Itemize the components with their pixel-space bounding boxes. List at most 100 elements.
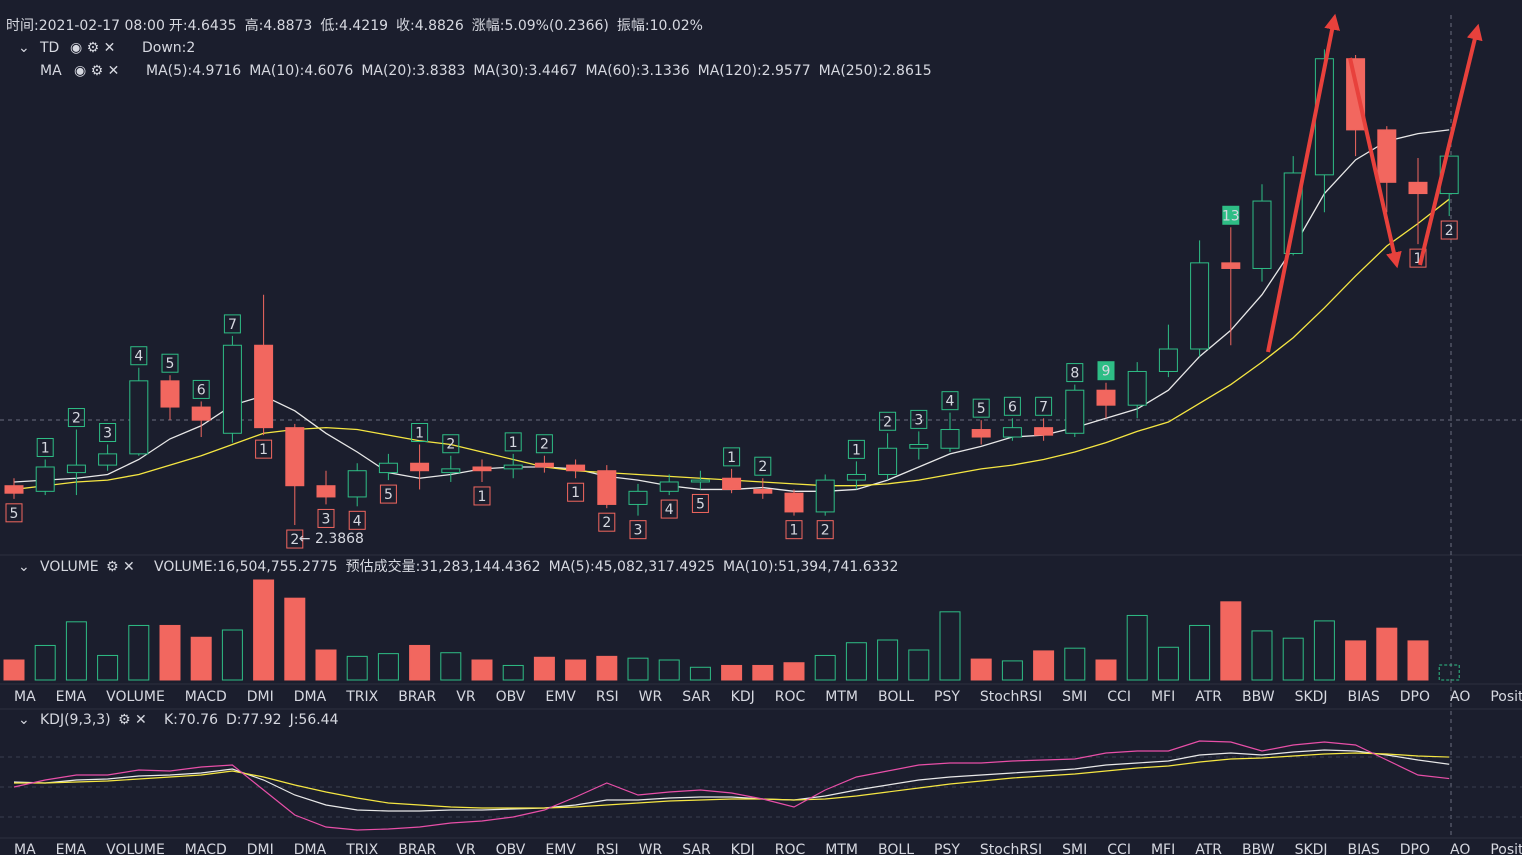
candle-body — [35, 466, 55, 492]
td-count: 1 — [41, 440, 50, 456]
candle-body — [378, 462, 398, 474]
indicator-tab[interactable]: StochRSI — [980, 842, 1042, 855]
td-box — [1409, 248, 1427, 268]
indicator-tab[interactable]: MA — [14, 689, 36, 705]
indicator-tab[interactable]: BIAS — [1348, 842, 1380, 855]
indicator-tab[interactable]: MTM — [825, 689, 858, 705]
indicator-tab[interactable]: DMA — [294, 689, 327, 705]
td-box — [36, 437, 54, 457]
indicator-tab[interactable]: VOLUME — [106, 842, 165, 855]
indicator-tab[interactable]: SKDJ — [1295, 842, 1328, 855]
indicator-tab[interactable]: SAR — [682, 689, 711, 705]
volume-item: 预估成交量:31,283,144.4362 — [346, 558, 541, 575]
indicator-tab[interactable]: VR — [456, 689, 476, 705]
td-count: 4 — [353, 513, 362, 529]
indicator-tab[interactable]: MACD — [185, 842, 227, 855]
indicator-tab[interactable]: BOLL — [878, 842, 914, 855]
td-box — [1222, 205, 1240, 225]
indicator-tab[interactable]: MA — [14, 842, 36, 855]
indicator-tab[interactable]: EMV — [545, 689, 576, 705]
indicator-tab[interactable]: SKDJ — [1295, 689, 1328, 705]
volume-name: VOLUME — [40, 559, 99, 575]
td-count: 1 — [259, 442, 268, 458]
indicator-tab[interactable]: OBV — [496, 689, 526, 705]
indicator-tab[interactable]: TRIX — [345, 842, 378, 855]
ma-line — [13, 129, 1450, 492]
indicator-tab[interactable]: MTM — [825, 842, 858, 855]
candle-body — [4, 485, 24, 494]
indicator-tab[interactable]: KDJ — [731, 842, 755, 855]
volume-bar — [908, 649, 930, 681]
indicator-tab[interactable]: DMI — [247, 689, 274, 705]
td-box — [130, 346, 148, 366]
td-box — [379, 484, 397, 504]
indicator-tab[interactable]: BIAS — [1348, 689, 1380, 705]
volume-bar — [565, 659, 587, 681]
indicator-tab[interactable]: MACD — [185, 689, 227, 705]
indicator-tab[interactable]: EMA — [56, 842, 87, 855]
volume-bar — [1438, 664, 1460, 681]
indicator-tab[interactable]: SMI — [1062, 689, 1087, 705]
volume-bar — [1313, 620, 1335, 681]
volume-bar — [596, 655, 618, 681]
indicator-tab[interactable]: BRAR — [398, 842, 436, 855]
indicator-tab[interactable]: RSI — [596, 842, 619, 855]
indicator-tab[interactable]: StochRSI — [980, 689, 1042, 705]
candle-body — [815, 479, 835, 513]
indicator-tab[interactable]: MFI — [1151, 842, 1175, 855]
td-box — [629, 520, 647, 540]
indicator-tab[interactable]: VOLUME — [106, 689, 165, 705]
indicator-tab[interactable]: Position — [1490, 689, 1522, 705]
indicator-tab[interactable]: BBW — [1242, 689, 1275, 705]
indicator-tab[interactable]: MFI — [1151, 689, 1175, 705]
volume-bar — [440, 652, 462, 681]
indicator-tab[interactable]: BOLL — [878, 689, 914, 705]
indicator-tab[interactable]: SAR — [682, 842, 711, 855]
indicator-tab[interactable]: ATR — [1195, 689, 1222, 705]
indicator-tab[interactable]: OBV — [496, 842, 526, 855]
indicator-tab[interactable]: ROC — [775, 842, 806, 855]
td-box — [411, 423, 429, 443]
indicator-tab[interactable]: Position — [1490, 842, 1522, 855]
indicator-tab[interactable]: DMA — [294, 842, 327, 855]
indicator-tab[interactable]: EMA — [56, 689, 87, 705]
field-value: 10.02% — [650, 18, 703, 34]
td-count: 2 — [540, 437, 549, 453]
volume-bar — [689, 666, 711, 681]
indicator-tab[interactable]: AO — [1450, 689, 1470, 705]
indicator-tab[interactable]: DPO — [1400, 842, 1430, 855]
indicator-tab[interactable]: PSY — [934, 689, 960, 705]
field-value: 4.6435 — [188, 18, 237, 34]
indicator-tab[interactable]: SMI — [1062, 842, 1087, 855]
indicator-tab[interactable]: DPO — [1400, 689, 1430, 705]
candle-body — [628, 490, 648, 505]
indicator-tab[interactable]: KDJ — [731, 689, 755, 705]
indicator-tab[interactable]: CCI — [1107, 842, 1131, 855]
field-value: 4.4219 — [339, 18, 388, 34]
td-count: 7 — [1039, 399, 1048, 415]
volume-bar — [1157, 646, 1179, 681]
indicator-tab[interactable]: BBW — [1242, 842, 1275, 855]
indicator-tab[interactable]: PSY — [934, 842, 960, 855]
kdj-line — [13, 740, 1450, 831]
arrow — [1348, 57, 1402, 269]
indicator-tab[interactable]: VR — [456, 842, 476, 855]
td-count: 7 — [228, 317, 237, 333]
indicator-tab[interactable]: CCI — [1107, 689, 1131, 705]
indicator-tab[interactable]: WR — [639, 689, 663, 705]
indicator-tab[interactable]: RSI — [596, 689, 619, 705]
indicator-tab[interactable]: TRIX — [345, 689, 378, 705]
indicator-tab[interactable]: AO — [1450, 842, 1470, 855]
td-count: 2 — [72, 411, 81, 427]
td-box — [99, 423, 117, 443]
indicator-tab[interactable]: WR — [639, 842, 663, 855]
td-count: 2 — [758, 459, 767, 475]
volume-bar — [845, 642, 867, 681]
td-box — [754, 456, 772, 476]
indicator-tab[interactable]: EMV — [545, 842, 576, 855]
collapse: ⌄ — [18, 712, 30, 728]
indicator-tab[interactable]: DMI — [247, 842, 274, 855]
indicator-tab[interactable]: ATR — [1195, 842, 1222, 855]
indicator-tab[interactable]: ROC — [775, 689, 806, 705]
indicator-tab[interactable]: BRAR — [398, 689, 436, 705]
